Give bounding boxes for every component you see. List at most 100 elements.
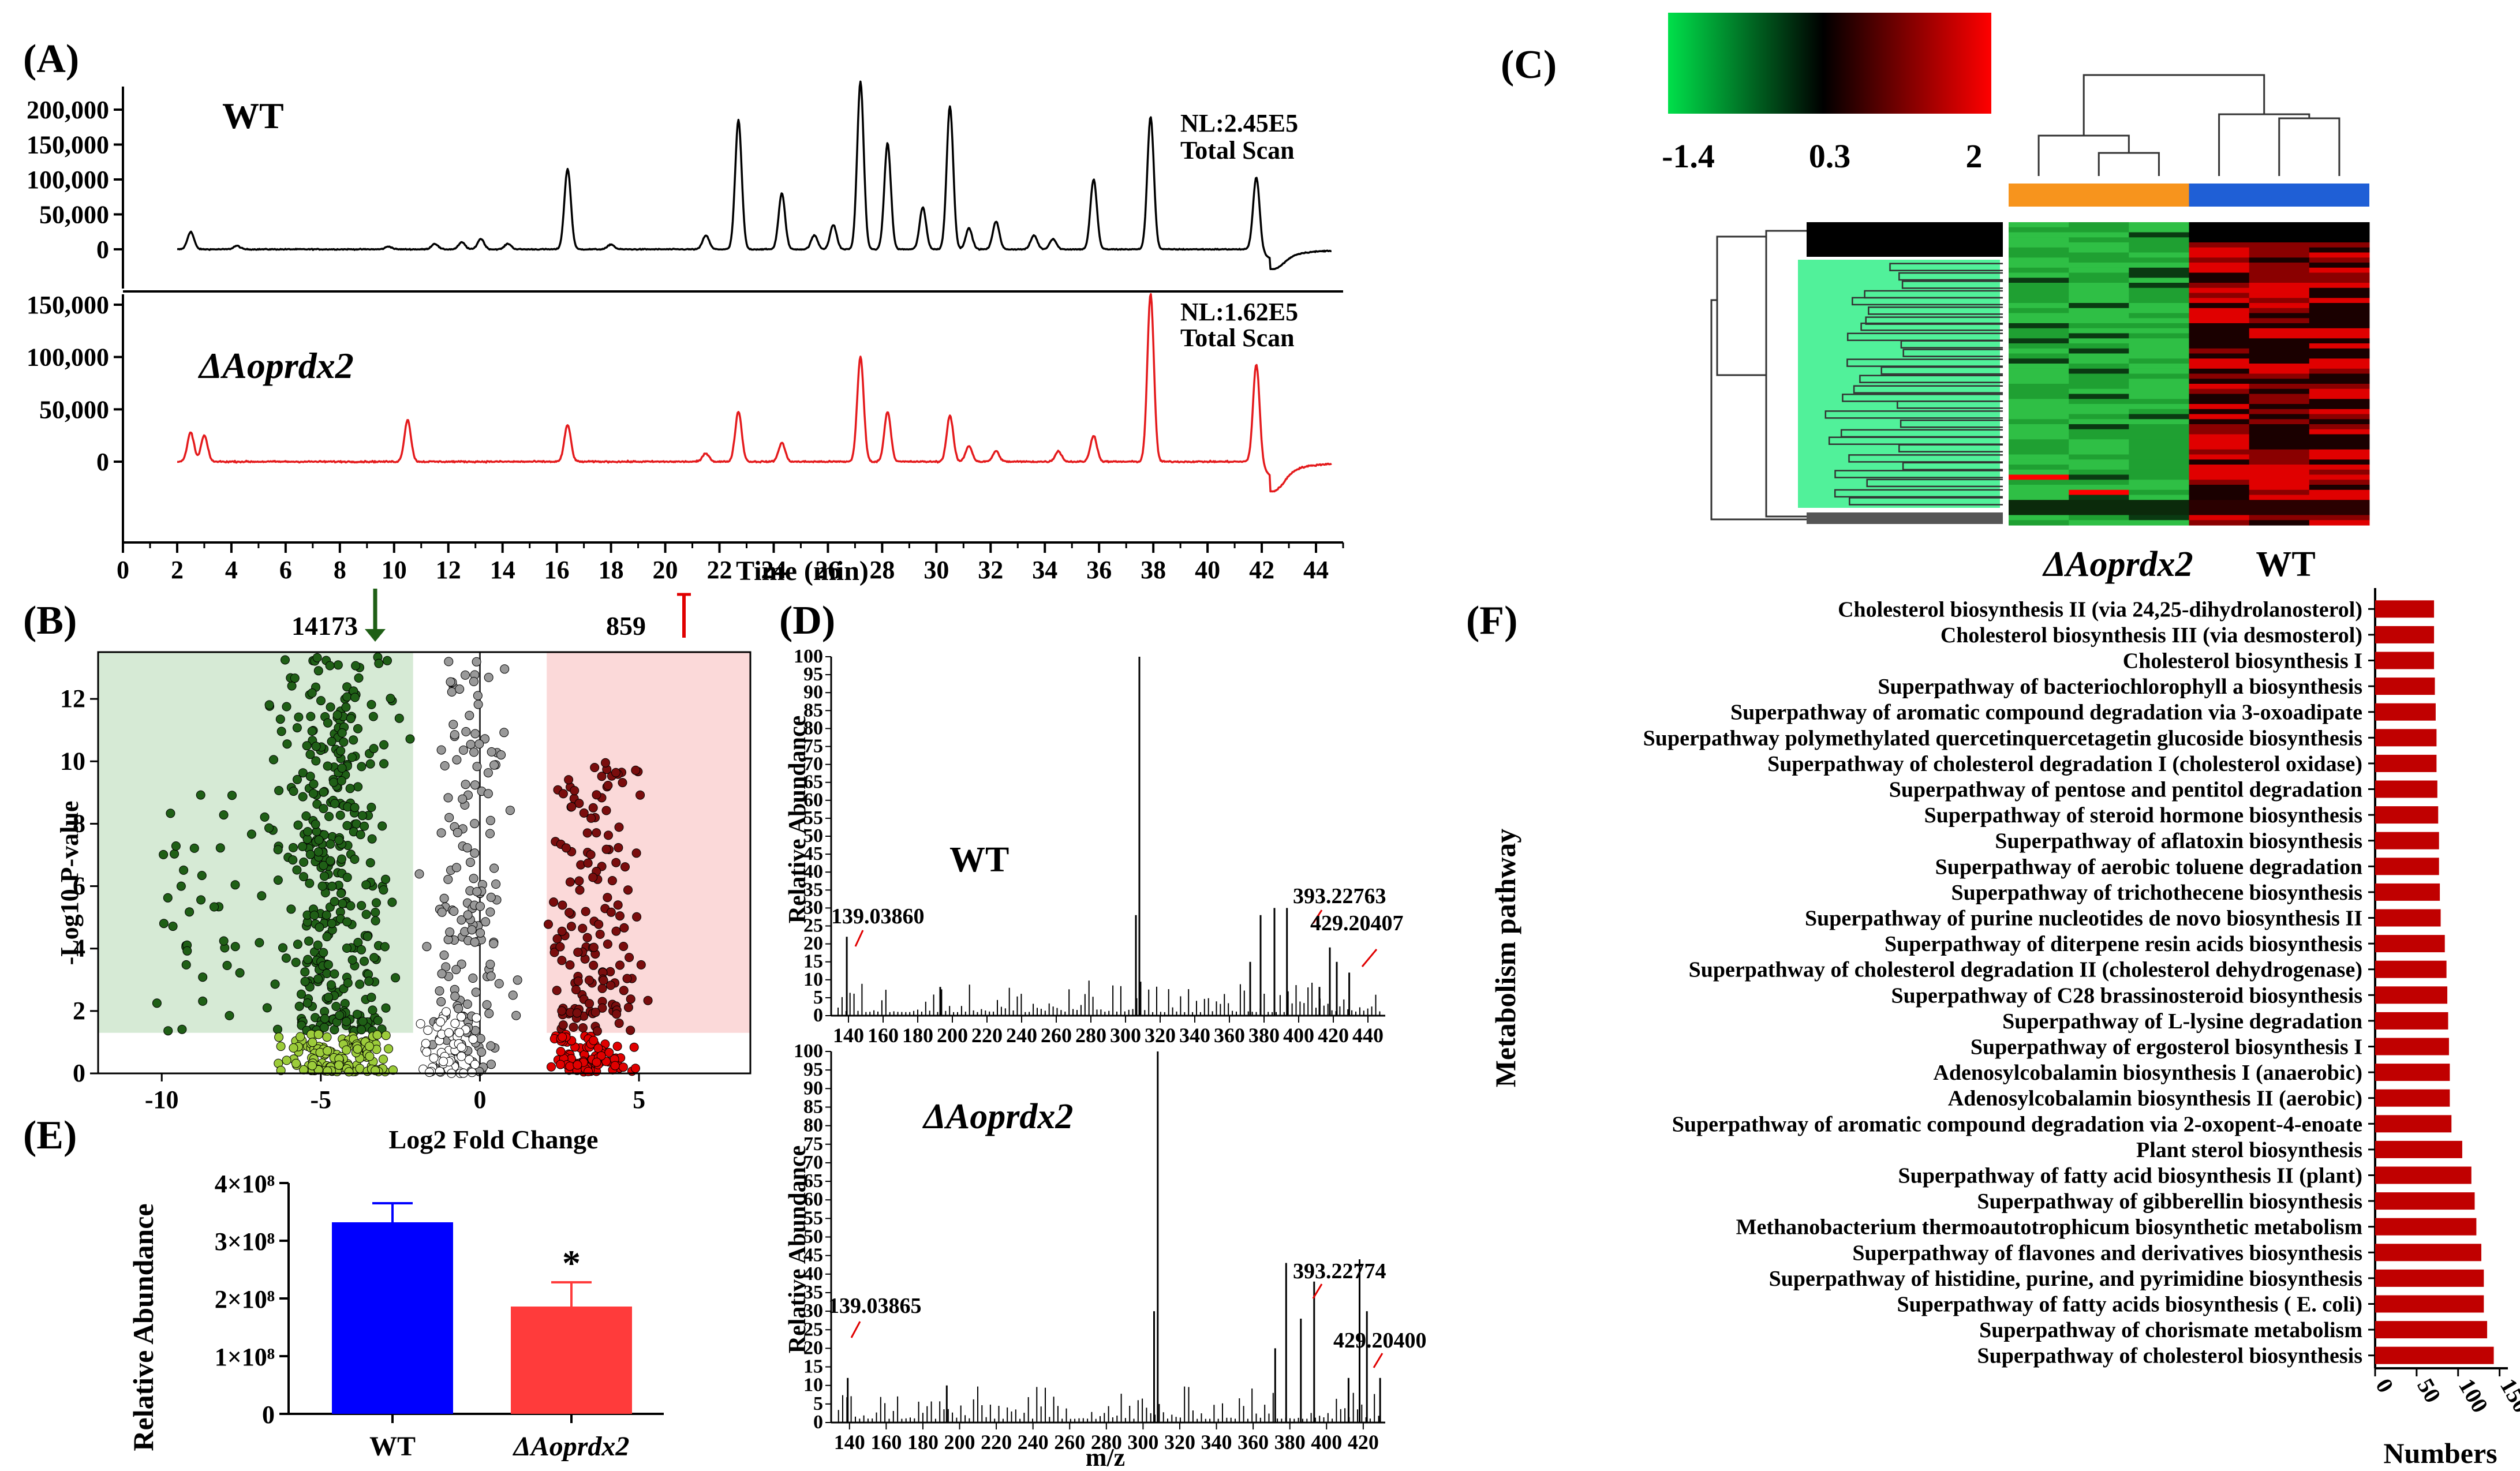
volcano-point-down	[330, 897, 339, 907]
heatmap-cell	[2069, 333, 2129, 339]
volcano-point-down	[320, 1014, 330, 1024]
heatmap-cell	[2069, 293, 2129, 298]
volcano-point-down	[163, 1026, 173, 1036]
heatmap-cell	[2129, 474, 2189, 480]
heatmap-cell	[2009, 247, 2069, 253]
volcano-point-down	[373, 1016, 383, 1025]
spectrum-ko-peak-label: 139.03865	[828, 1294, 922, 1318]
spectrum-wt-xtick-label: 300	[1110, 1024, 1141, 1047]
panel-a-xtick-label: 36	[1086, 556, 1112, 584]
volcano-point-unchanged	[481, 917, 491, 927]
spectrum-wt-ytick-label: 40	[803, 861, 823, 882]
volcano-point-up	[592, 1026, 602, 1036]
heatmap-row-dendro	[1900, 419, 2003, 428]
heatmap-cell	[2249, 394, 2310, 399]
heatmap-cell	[2309, 414, 2370, 420]
volcano-point-up	[614, 1019, 624, 1028]
heatmap-row-dendro	[1880, 366, 2003, 375]
volcano-point-down	[198, 996, 208, 1006]
volcano-point-down	[314, 835, 324, 845]
volcano-point-down	[305, 772, 315, 781]
heatmap-cell	[2249, 353, 2310, 359]
volcano-point-up	[562, 843, 571, 853]
volcano-point-down	[179, 865, 189, 875]
volcano-point-down	[360, 956, 369, 966]
volcano-point-unchanged	[437, 907, 447, 917]
spectrum-ko-ytick-label: 45	[803, 1245, 823, 1266]
volcano-point-down	[177, 1024, 187, 1034]
heatmap-cell	[2309, 364, 2370, 369]
panel-a-xtick-label: 12	[436, 556, 461, 584]
spectrum-wt-ytick-label: 75	[803, 736, 823, 757]
spectrum-wt-peak-pointer	[1361, 949, 1378, 967]
volcano-point-up	[601, 758, 610, 768]
heatmap-cell	[2129, 293, 2189, 298]
volcano-point-up-ns	[629, 1042, 639, 1052]
panel-f-category-label: Superpathway of cholesterol degradation …	[1689, 958, 2362, 982]
heatmap-row-dendro	[1897, 400, 2003, 409]
panel-a-xtick-label: 40	[1195, 556, 1220, 584]
heatmap-cell	[2189, 283, 2250, 289]
heatmap-row-dendro	[1834, 489, 2003, 498]
panel-e-xtick-label: ΔAoprdx2	[513, 1431, 630, 1462]
panel-f-category-label: Superpathway of aromatic compound degrad…	[1730, 701, 2362, 725]
volcano-point-unchanged	[425, 1068, 434, 1077]
panel-f-category-label: Superpathway of diterpene resin acids bi…	[1885, 932, 2362, 956]
heatmap-cell	[2309, 328, 2370, 334]
panel-f-bar	[2375, 1321, 2488, 1339]
heatmap-cell	[2009, 474, 2069, 480]
heatmap-cell	[2129, 368, 2189, 375]
heatmap-cell	[2309, 252, 2370, 258]
heatmap-cell	[2249, 338, 2310, 344]
heatmap-cell	[2069, 272, 2129, 278]
spectrum-wt-xtick-label: 200	[937, 1024, 968, 1047]
volcano-point-down	[323, 718, 332, 728]
spectrum-wt-ytick-label: 10	[803, 969, 823, 990]
heatmap-cell	[2309, 353, 2370, 359]
volcano-point-down	[337, 854, 346, 864]
volcano-point-down	[152, 998, 162, 1008]
heatmap-cell	[2129, 449, 2189, 455]
volcano-point-unchanged	[449, 907, 459, 916]
volcano-point-down	[365, 759, 375, 769]
panel-a-wt-scan: Total Scan	[1180, 136, 1295, 164]
volcano-point-up	[578, 923, 588, 933]
heatmap-cell	[2069, 343, 2129, 349]
panel-a-xtick-label: 6	[279, 556, 292, 584]
heatmap-cell	[2129, 429, 2189, 435]
volcano-point-down	[362, 931, 372, 941]
heatmap-cell	[2069, 368, 2129, 375]
volcano-point-up	[606, 907, 616, 917]
heatmap-cell	[2069, 469, 2129, 476]
volcano-point-up	[588, 803, 598, 813]
heatmap-cell	[2249, 237, 2310, 243]
heatmap-cell	[2309, 308, 2370, 314]
heatmap-cell	[2189, 414, 2250, 420]
volcano-point-unchanged	[485, 907, 495, 917]
volcano-point-unchanged	[474, 739, 484, 749]
heatmap-cell	[2309, 318, 2370, 324]
heatmap-cell	[2249, 313, 2310, 319]
volcano-point-down	[255, 938, 264, 948]
volcano-point-unchanged	[489, 939, 499, 949]
panel-f-bar	[2375, 935, 2445, 953]
volcano-point-down	[357, 945, 367, 955]
volcano-point-unchanged	[422, 1047, 432, 1057]
volcano-point-down	[176, 881, 186, 891]
volcano-point-unchanged	[487, 1060, 496, 1069]
volcano-point-down	[292, 723, 302, 733]
volcano-point-unchanged	[491, 879, 501, 889]
panel-a: (A) WT NL:2.45E5 Total Scan ΔAoprdx2 NL:…	[23, 37, 1344, 586]
heatmap-cell	[2069, 267, 2129, 274]
heatmap-cell	[2009, 343, 2069, 349]
heatmap-cell	[2189, 298, 2250, 304]
volcano-point-unchanged	[489, 863, 499, 873]
panel-d-plot: 0510152025303540455055606570758085909510…	[794, 646, 1427, 1454]
heatmap-cell	[2249, 272, 2310, 278]
volcano-point-down	[377, 821, 387, 831]
volcano-xtick-label: -5	[311, 1086, 332, 1114]
volcano-point-down	[313, 974, 323, 984]
volcano-point-up	[592, 828, 601, 838]
heatmap-cell	[2189, 505, 2250, 511]
heatmap-cell	[2189, 232, 2250, 238]
